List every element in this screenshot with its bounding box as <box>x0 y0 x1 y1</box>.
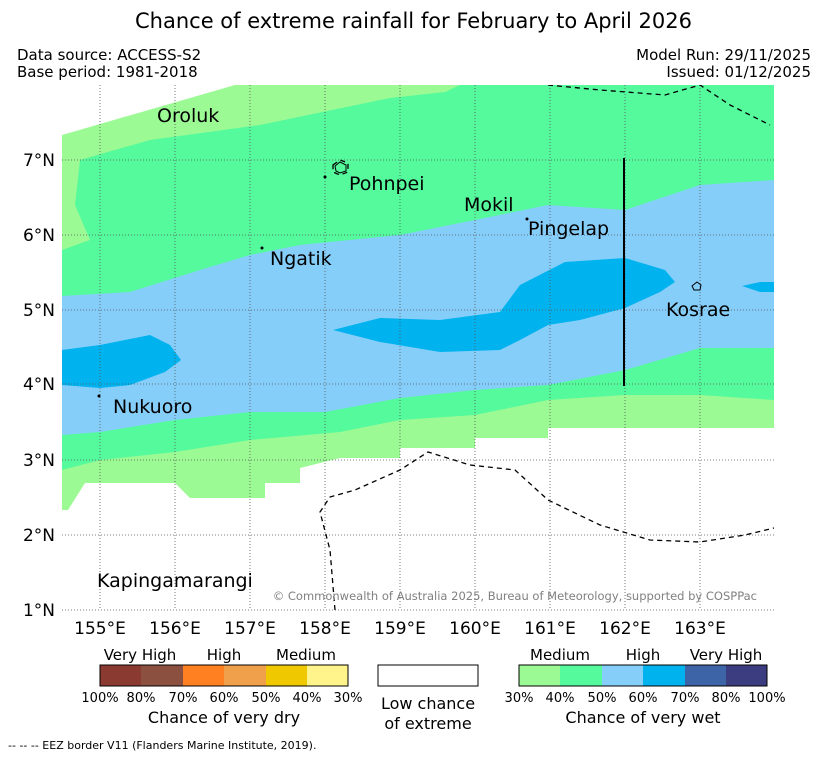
legend-wet-group-high: High <box>626 646 660 664</box>
ant-atoll-dot <box>323 175 327 179</box>
legend-swatch-wet-50 <box>602 665 643 686</box>
longitude-axis-labels: 155°E 156°E 157°E 158°E 159°E 160°E 161°… <box>74 619 726 639</box>
legend-wet-tick: 40% <box>546 691 575 706</box>
legend-dry-tick: 50% <box>252 691 281 706</box>
lat-label: 6°N <box>23 226 55 246</box>
nukuoro-dot <box>97 394 101 398</box>
legend-swatch-wet-60 <box>643 665 685 686</box>
label-pohnpei: Pohnpei <box>349 173 425 195</box>
map-title: Chance of extreme rainfall for February … <box>135 9 692 33</box>
eez-border-south <box>319 451 774 610</box>
legend-swatch-wet-30 <box>519 665 560 686</box>
legend-wet: Medium High Very High 30% 40% 50% 60% 70… <box>505 646 786 727</box>
legend-swatch-wet-40 <box>560 665 602 686</box>
legend-swatch-dry-50 <box>266 665 307 686</box>
wet-high-60-zone-east <box>742 282 774 292</box>
legend-swatch-dry-80 <box>141 665 183 686</box>
base-period: Base period: 1981-2018 <box>17 63 198 81</box>
legend-dry-tick: 30% <box>334 691 363 706</box>
ngatik-dot <box>260 246 264 250</box>
legend-low-caption-line2: of extreme <box>384 714 471 733</box>
label-nukuoro: Nukuoro <box>113 396 192 418</box>
lon-label: 163°E <box>674 619 726 639</box>
lat-label: 5°N <box>23 301 55 321</box>
wet-high-50-zone <box>62 180 774 435</box>
lon-label: 157°E <box>224 619 276 639</box>
lat-label: 7°N <box>23 151 55 171</box>
label-kapingamarangi: Kapingamarangi <box>97 570 253 592</box>
legend-dry-tick: 70% <box>169 691 198 706</box>
legend-dry-tick: 40% <box>293 691 322 706</box>
eez-border-north <box>547 85 771 126</box>
wet-high-60-zone-west <box>62 335 181 388</box>
legend-dry-tick: 80% <box>127 691 156 706</box>
legend-dry-tick: 60% <box>210 691 239 706</box>
legend-wet-tick: 80% <box>712 691 741 706</box>
label-oroluk: Oroluk <box>157 105 219 127</box>
legend-swatch-low <box>377 664 479 687</box>
legend-swatch-dry-70 <box>183 665 224 686</box>
legend-swatch-dry-60 <box>224 665 266 686</box>
lon-label: 156°E <box>149 619 201 639</box>
kosrae-island-outline <box>691 281 702 291</box>
legend-dry-caption: Chance of very dry <box>148 708 300 727</box>
copyright-note: © Commonwealth of Australia 2025, Bureau… <box>273 589 757 603</box>
issued-date: Issued: 01/12/2025 <box>666 63 811 81</box>
legend-wet-tick: 60% <box>629 691 658 706</box>
islands <box>97 161 702 398</box>
lon-label: 161°E <box>524 619 576 639</box>
lon-label: 158°E <box>299 619 351 639</box>
eez-borders <box>319 85 774 610</box>
lon-label: 162°E <box>599 619 651 639</box>
data-source: Data source: ACCESS-S2 <box>17 46 202 64</box>
lat-label: 2°N <box>23 526 55 546</box>
legend-wet-group-medium: Medium <box>530 646 590 664</box>
legend-wet-group-very-high: Very High <box>690 646 763 664</box>
latitude-axis-labels: 7°N 6°N 5°N 4°N 3°N 2°N 1°N <box>23 151 55 621</box>
legend-wet-frame <box>518 664 768 687</box>
wet-high-60-zone-north <box>333 258 675 352</box>
legend-dry-group-very-high: Very High <box>104 646 177 664</box>
lat-label: 1°N <box>23 601 55 621</box>
lat-label: 4°N <box>23 375 55 395</box>
label-mokil: Mokil <box>464 194 514 216</box>
legend-low-caption-line1: Low chance <box>381 694 475 713</box>
pohnpei-island-outline <box>334 161 347 174</box>
legend-wet-tick: 30% <box>505 691 534 706</box>
rainfall-probability-field <box>62 85 774 510</box>
header-right: Model Run: 29/11/2025 Issued: 01/12/2025 <box>636 47 811 81</box>
legend-dry-tick: 100% <box>81 691 118 706</box>
header-left: Data source: ACCESS-S2 Base period: 1981… <box>17 47 201 81</box>
label-pingelap: Pingelap <box>528 218 609 240</box>
lon-label: 159°E <box>374 619 426 639</box>
model-run: Model Run: 29/11/2025 <box>636 46 811 64</box>
legend-dry-group-medium: Medium <box>276 646 336 664</box>
legend-wet-tick: 100% <box>748 691 785 706</box>
lon-label: 155°E <box>74 619 126 639</box>
legend-swatch-dry-100 <box>100 665 141 686</box>
pingelap-dot <box>525 217 529 221</box>
label-kosrae: Kosrae <box>666 299 730 321</box>
legend-swatch-wet-80 <box>726 665 767 686</box>
legend-swatch-wet-70 <box>685 665 726 686</box>
legend-dry: Very High High Medium 100% 80% 70% 60% 5… <box>81 646 362 727</box>
legend-dry-group-high: High <box>207 646 241 664</box>
legend-wet-tick: 50% <box>588 691 617 706</box>
legend-dry-frame <box>99 664 349 687</box>
legend-swatch-dry-40 <box>307 665 348 686</box>
legend-wet-tick: 70% <box>671 691 700 706</box>
label-ngatik: Ngatik <box>270 248 332 270</box>
eez-footnote: -- -- -- EEZ border V11 (Flanders Marine… <box>8 739 317 752</box>
lat-label: 3°N <box>23 451 55 471</box>
legend-wet-caption: Chance of very wet <box>565 708 720 727</box>
lon-label: 160°E <box>449 619 501 639</box>
legend-low: Low chance of extreme <box>377 664 479 733</box>
